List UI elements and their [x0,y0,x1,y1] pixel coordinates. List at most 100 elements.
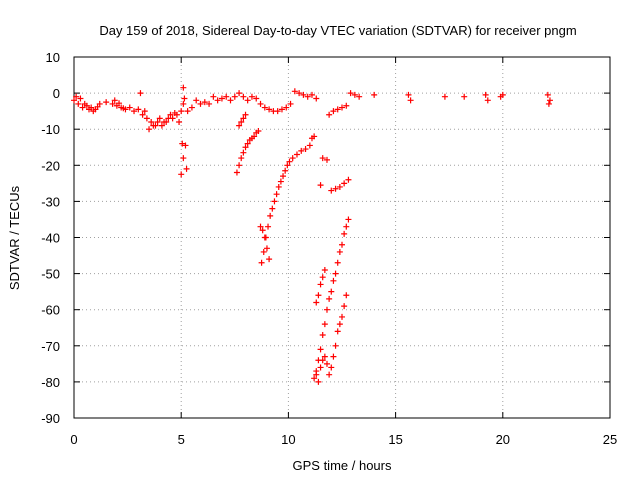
data-point [258,259,265,266]
y-tick-label: -60 [41,303,60,318]
series-group [313,292,350,385]
series-group [178,84,553,194]
y-tick-label: 10 [46,50,60,65]
data-point [251,133,258,140]
data-point [261,104,268,111]
data-point [347,90,354,97]
chart-title: Day 159 of 2018, Sidereal Day-to-day VTE… [99,23,576,38]
data-point [441,93,448,100]
data-point [326,295,333,302]
data-point [330,353,337,360]
data-point [206,100,213,107]
data-point [302,146,309,153]
x-tick-label: 15 [388,432,402,447]
data-point [326,371,333,378]
series-group [258,133,318,266]
data-point [545,100,552,107]
data-point [265,223,272,230]
data-point [77,95,84,102]
data-point [311,133,318,140]
data-point [336,321,343,328]
data-point [178,171,185,178]
x-tick-label: 0 [70,432,77,447]
data-point [210,93,217,100]
data-point [180,155,187,162]
data-point [171,109,178,116]
data-point [315,292,322,299]
y-tick-label: -70 [41,339,60,354]
data-point [238,155,245,162]
data-point [356,93,363,100]
data-point [176,118,183,125]
data-point [260,248,267,255]
data-point [262,234,269,241]
data-point [484,97,491,104]
data-point [244,140,251,147]
data-point [317,281,324,288]
y-tick-label: -20 [41,158,60,173]
data-point [257,100,264,107]
data-point [240,149,247,156]
data-point [317,364,324,371]
data-point [296,90,303,97]
data-point [319,357,326,364]
data-point [148,118,155,125]
data-point [291,88,298,95]
data-point [336,183,343,190]
data-point [283,104,290,111]
data-point [242,144,249,151]
data-point [188,104,195,111]
data-point [405,91,412,98]
data-point [255,128,262,135]
data-point [345,216,352,223]
data-point [236,162,243,169]
data-point [137,90,144,97]
data-point [231,93,238,100]
x-tick-label: 10 [281,432,295,447]
x-tick-label: 25 [603,432,617,447]
data-point [326,111,333,118]
data-point [304,93,311,100]
series-group [71,97,185,129]
data-point [223,93,230,100]
data-point [169,115,176,122]
data-point [263,245,270,252]
data-point [111,97,118,104]
series-group [73,90,183,133]
data-point [163,118,170,125]
y-tick-label: -10 [41,122,60,137]
data-point [544,91,551,98]
data-point [317,346,324,353]
y-tick-label: -40 [41,231,60,246]
data-point [116,100,123,107]
data-point [332,185,339,192]
data-point [81,100,88,107]
data-point [461,93,468,100]
data-point [233,169,240,176]
y-tick-label: -50 [41,267,60,282]
y-tick-label: -30 [41,194,60,209]
data-point [371,91,378,98]
data-point [248,93,255,100]
data-point [244,97,251,104]
data-point [273,191,280,198]
data-point [332,342,339,349]
data-point [341,303,348,310]
data-point [193,97,200,104]
data-point [240,93,247,100]
data-point [79,104,86,111]
data-point [103,99,110,106]
data-point [280,173,287,180]
data-point [180,100,187,107]
data-point [289,155,296,162]
data-point [109,100,116,107]
data-point [330,277,337,284]
data-point [308,91,315,98]
data-point [341,180,348,187]
y-tick-label: -80 [41,375,60,390]
data-point [334,259,341,266]
series-group [233,128,273,263]
data-point [75,100,82,107]
data-point [341,230,348,237]
y-tick-label: 0 [53,86,60,101]
